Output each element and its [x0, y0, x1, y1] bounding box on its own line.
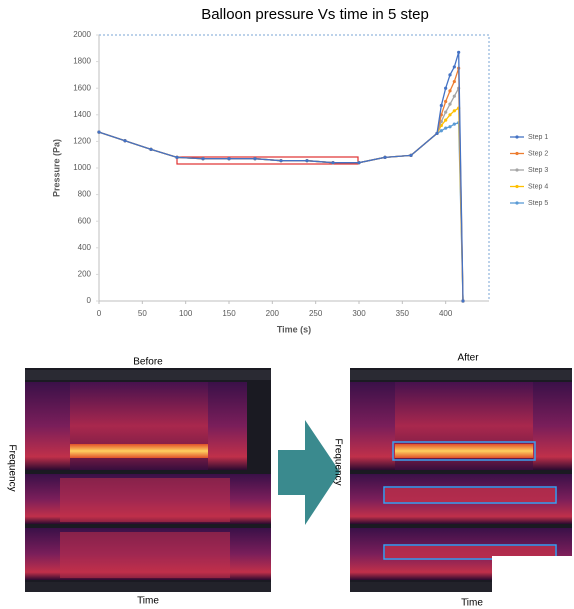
- x-tick-label: 50: [138, 309, 147, 318]
- legend-marker: [515, 168, 519, 172]
- series-line: [98, 85, 464, 302]
- data-point: [175, 155, 179, 159]
- series-line: [98, 52, 464, 302]
- y-tick-label: 800: [78, 190, 92, 199]
- data-point: [149, 147, 153, 151]
- data-point: [279, 159, 283, 163]
- arrow: [278, 420, 340, 525]
- legend-marker: [515, 151, 519, 156]
- data-point: [452, 94, 456, 98]
- data-point: [357, 161, 361, 165]
- data-point: [448, 113, 452, 117]
- panel-title: After: [457, 353, 479, 364]
- data-point: [383, 155, 387, 159]
- series-line: [98, 68, 464, 302]
- data-point: [331, 161, 335, 165]
- chart-title: Balloon pressure Vs time in 5 step: [201, 6, 429, 23]
- data-point: [444, 118, 448, 122]
- y-tick-label: 600: [78, 216, 92, 225]
- x-tick-label: 400: [439, 309, 453, 318]
- plot-frame: [98, 34, 490, 302]
- y-tick-label: 2000: [73, 30, 91, 39]
- data-point: [461, 299, 465, 303]
- data-point: [439, 129, 443, 133]
- data-point: [97, 130, 101, 134]
- x-axis-title: Time (s): [277, 324, 311, 334]
- y-tick-label: 200: [78, 270, 92, 279]
- data-point: [452, 65, 456, 69]
- data-point: [409, 153, 413, 157]
- after-image: [350, 368, 574, 600]
- panel-title: Before: [133, 357, 163, 368]
- y-tick-label: 1600: [73, 83, 91, 92]
- series-line: [98, 107, 464, 302]
- before-image: [25, 368, 271, 592]
- x-tick-label: 350: [396, 309, 410, 318]
- panel-y-label: Frequency: [332, 438, 343, 485]
- data-point: [227, 157, 231, 161]
- legend-label: Step 1: [528, 134, 548, 141]
- data-point: [123, 139, 127, 143]
- data-point: [439, 103, 443, 108]
- data-point: [444, 99, 448, 104]
- legend-label: Step 5: [528, 200, 548, 207]
- y-tick-label: 400: [78, 243, 92, 252]
- x-tick-label: 150: [222, 309, 236, 318]
- x-tick-label: 100: [179, 309, 193, 318]
- legend-marker: [515, 135, 519, 139]
- x-tick-label: 250: [309, 309, 323, 318]
- y-tick-label: 1200: [73, 137, 91, 146]
- y-axis-title: Pressure (Pa): [51, 139, 61, 197]
- legend-label: Step 3: [528, 167, 548, 174]
- data-point: [444, 86, 448, 90]
- legend-marker: [515, 201, 519, 205]
- data-point: [444, 126, 448, 130]
- legend-label: Step 2: [528, 150, 548, 157]
- data-point: [457, 50, 461, 54]
- data-point: [305, 159, 309, 163]
- data-point: [448, 89, 452, 93]
- data-point: [448, 102, 452, 106]
- x-tick-label: 300: [352, 309, 366, 318]
- legend-label: Step 4: [528, 183, 548, 190]
- data-point: [253, 157, 257, 161]
- data-point: [201, 157, 205, 161]
- data-point: [448, 73, 452, 77]
- data-point: [444, 110, 448, 114]
- y-tick-label: 1800: [73, 57, 91, 66]
- data-point: [452, 109, 456, 113]
- data-point: [452, 79, 456, 84]
- data-point: [448, 125, 452, 129]
- panel-x-label: Time: [137, 596, 159, 607]
- y-tick-label: 1000: [73, 163, 91, 172]
- data-point: [452, 122, 456, 126]
- legend-marker: [515, 184, 519, 189]
- highlight-box: [176, 156, 359, 165]
- y-tick-label: 0: [87, 296, 92, 305]
- data-point: [435, 131, 439, 136]
- x-tick-label: 200: [266, 309, 280, 318]
- y-tick-label: 1400: [73, 110, 91, 119]
- panel-x-label: Time: [461, 598, 483, 609]
- panel-y-label: Frequency: [6, 444, 17, 491]
- x-tick-label: 0: [97, 309, 102, 318]
